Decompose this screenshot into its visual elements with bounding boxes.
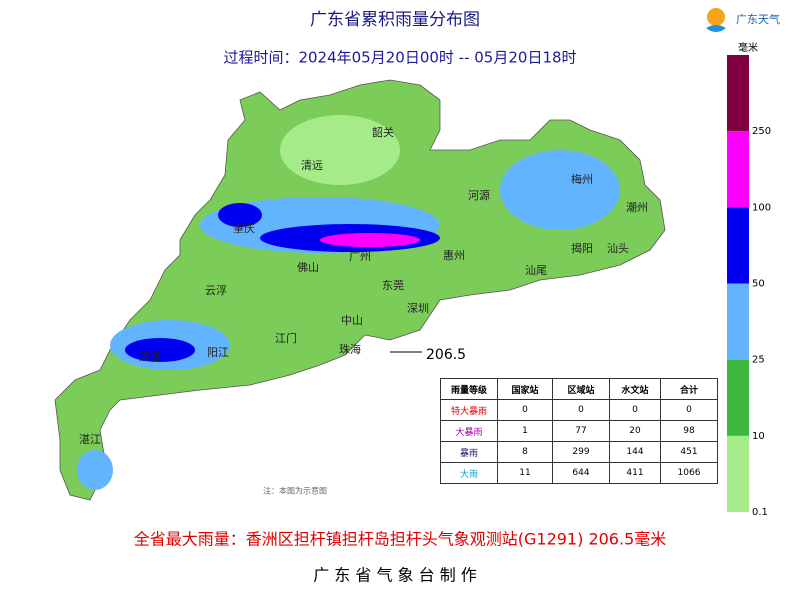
title: 广东省累积雨量分布图 [310, 10, 480, 30]
city-label: 揭阳 [571, 241, 593, 255]
map-note: 注：本图为示意图 [263, 486, 327, 496]
legend-label: 250 [752, 126, 771, 137]
level-cell: 大雨 [440, 462, 498, 484]
legend-label: 25 [752, 355, 765, 366]
producer: 广 东 省 气 象 台 制 作 [313, 566, 477, 585]
logo-icon [707, 8, 725, 26]
level-cell: 大暴雨 [440, 420, 498, 442]
rain-area [500, 150, 620, 230]
table-cell: 0 [660, 399, 718, 421]
level-cell: 特大暴雨 [440, 399, 498, 421]
rain-area [77, 450, 113, 490]
header-cell: 国家站 [497, 378, 553, 400]
table-cell: 11 [497, 462, 553, 484]
table-cell: 451 [660, 441, 718, 463]
table-cell: 1066 [660, 462, 718, 484]
table-cell: 299 [552, 441, 610, 463]
table-cell: 411 [609, 462, 661, 484]
table-cell: 0 [609, 399, 661, 421]
table-cell: 144 [609, 441, 661, 463]
legend-band [727, 207, 749, 284]
header-cell: 区域站 [552, 378, 610, 400]
level-cell: 暴雨 [440, 441, 498, 463]
city-label: 东莞 [382, 279, 404, 292]
legend-band [727, 435, 749, 512]
city-label: 肇庆 [233, 221, 255, 235]
legend-band [727, 131, 749, 208]
table-cell: 98 [660, 420, 718, 442]
logo-icon-wave [706, 25, 726, 32]
rain-area [320, 233, 420, 247]
logo-text: 广东天气 [736, 12, 780, 26]
legend-band [727, 55, 749, 132]
station-table: 雨量等级 国家站 区域站 水文站 合计 特大暴雨 0 0 0 0 大暴雨 1 77 20 98 暴雨 8 299 1… [440, 378, 718, 484]
city-label: 云浮 [205, 284, 227, 297]
legend-label: 10 [752, 431, 765, 442]
city-label: 珠海 [339, 342, 361, 356]
rain-area [218, 203, 262, 227]
city-label: 广州 [349, 250, 371, 263]
city-label: 中山 [341, 314, 363, 327]
city-label: 河源 [468, 188, 490, 202]
city-label: 阳江 [207, 346, 229, 359]
legend-label: 50 [752, 279, 765, 290]
table-cell: 644 [552, 462, 610, 484]
legend-label: 100 [752, 202, 771, 213]
header-cell: 水文站 [609, 378, 661, 400]
legend: 0.1 10 25 50 100 250 [727, 55, 771, 518]
table-cell: 0 [552, 399, 610, 421]
city-label: 茂名 [139, 349, 161, 363]
subtitle: 过程时间：2024年05月20日00时 -- 05月20日18时 [223, 49, 576, 67]
table-cell: 20 [609, 420, 661, 442]
city-label: 潮州 [626, 200, 648, 214]
city-label: 深圳 [407, 302, 429, 315]
max-annotation: 206.5 [426, 347, 466, 363]
legend-unit: 毫米 [738, 41, 758, 54]
city-label: 汕头 [607, 242, 629, 255]
table-header: 雨量等级 国家站 区域站 水文站 合计 [440, 378, 718, 400]
legend-band [727, 283, 749, 360]
city-label: 惠州 [443, 248, 465, 262]
header-cell: 合计 [660, 378, 718, 400]
city-label: 清远 [301, 159, 323, 172]
city-label: 佛山 [297, 261, 319, 274]
city-label: 梅州 [571, 172, 593, 186]
header-cell: 雨量等级 [440, 378, 498, 400]
table-row: 特大暴雨 0 0 0 0 [440, 399, 718, 421]
table-row: 大雨 11 644 411 1066 [440, 462, 718, 484]
max-rain: 全省最大雨量：香洲区担杆镇担杆岛担杆头气象观测站(G1291) 206.5毫米 [134, 530, 667, 549]
table-cell: 8 [497, 441, 553, 463]
legend-label: 0.1 [752, 507, 768, 518]
city-label: 湛江 [79, 433, 101, 446]
city-label: 汕尾 [525, 264, 547, 277]
table-cell: 0 [497, 399, 553, 421]
city-label: 江门 [275, 331, 297, 345]
table-cell: 77 [552, 420, 610, 442]
table-cell: 1 [497, 420, 553, 442]
table-row: 大暴雨 1 77 20 98 [440, 420, 718, 442]
rain-area [280, 115, 400, 185]
rain-area [125, 338, 195, 362]
table-row: 暴雨 8 299 144 451 [440, 441, 718, 463]
city-label: 韶关 [372, 125, 394, 139]
legend-band [727, 359, 749, 436]
